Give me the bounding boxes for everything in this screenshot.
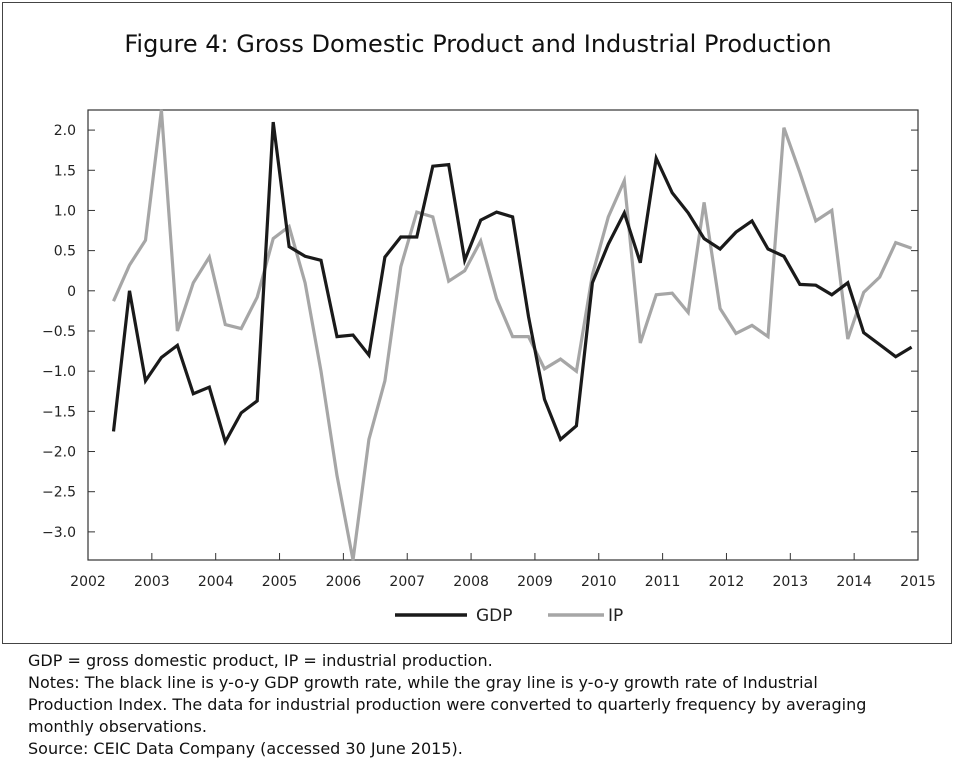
series-line-ip xyxy=(112,109,913,561)
x-tick-label: 2009 xyxy=(517,574,553,590)
line-chart: 2.0 1.5 1.0 0.5 0 −0.5 −1.0 −1.5 −2.0 −2.5 −3.0 200… xyxy=(42,109,936,626)
plot-area xyxy=(87,109,919,561)
y-tick-label: −1.0 xyxy=(42,364,76,380)
legend-label-ip: IP xyxy=(608,606,623,626)
y-tick-label: −2.5 xyxy=(42,485,76,501)
legend-label-gdp: GDP xyxy=(476,606,513,626)
y-tick-label: 0 xyxy=(67,284,76,300)
y-tick-label: −1.5 xyxy=(42,404,76,420)
x-tick-label: 2012 xyxy=(709,574,745,590)
notes-text-line-1: Notes: The black line is y-o-y GDP growt… xyxy=(28,673,818,692)
series-line-gdp xyxy=(111,121,913,447)
y-tick-label: −3.0 xyxy=(42,525,76,541)
x-tick-label: 2004 xyxy=(198,574,234,590)
y-tick-label: 2.0 xyxy=(54,123,76,139)
x-tick-label: 2008 xyxy=(453,574,489,590)
x-tick-label: 2014 xyxy=(836,574,872,590)
figure-notes: GDP = gross domestic product, IP = indus… xyxy=(28,650,948,760)
x-tick-label: 2015 xyxy=(900,574,936,590)
notes-text-line-2: Production Index. The data for industria… xyxy=(28,695,867,714)
y-tick-label: −0.5 xyxy=(42,324,76,340)
x-tick-label: 2011 xyxy=(645,574,681,590)
abbreviations-note: GDP = gross domestic product, IP = indus… xyxy=(28,651,493,670)
x-tick-label: 2013 xyxy=(772,574,808,590)
x-tick-label: 2010 xyxy=(581,574,617,590)
y-tick-label: −2.0 xyxy=(42,445,76,461)
source-note: Source: CEIC Data Company (accessed 30 J… xyxy=(28,739,463,758)
y-tick-label: 1.5 xyxy=(54,163,76,179)
x-tick-label: 2002 xyxy=(70,574,106,590)
chart-title: Figure 4: Gross Domestic Product and Ind… xyxy=(124,30,832,58)
y-tick-label: 0.5 xyxy=(54,244,76,260)
notes-text-line-3: monthly observations. xyxy=(28,717,207,736)
x-tick-label: 2007 xyxy=(389,574,425,590)
x-tick-label: 2003 xyxy=(134,574,170,590)
figure-frame xyxy=(2,2,952,644)
x-tick-label: 2005 xyxy=(262,574,298,590)
x-tick-label: 2006 xyxy=(326,574,362,590)
y-tick-label: 1.0 xyxy=(54,203,76,219)
